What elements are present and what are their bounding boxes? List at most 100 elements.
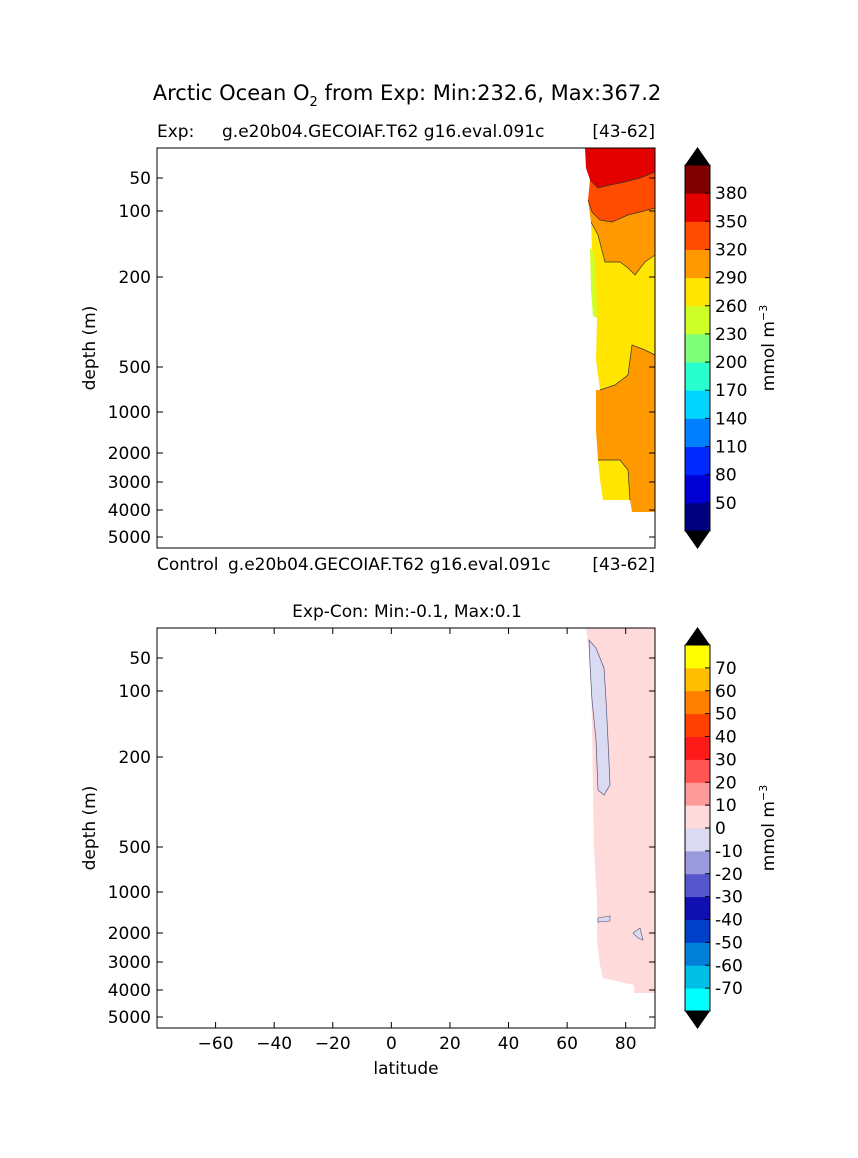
colorbar-tick-label: -30 xyxy=(715,888,743,908)
colorbar-tick-label: 50 xyxy=(715,494,737,514)
top-band-290-upper xyxy=(588,200,655,275)
bottom-y-axis-label: depth (m) xyxy=(80,786,100,871)
colorbar-segment xyxy=(685,850,710,875)
top-panel: Exp: g.e20b04.GECOIAF.T62 g16.eval.091c … xyxy=(80,122,779,549)
colorbar-segment xyxy=(685,418,710,448)
bottom-title: Exp-Con: Min:-0.1, Max:0.1 xyxy=(292,602,522,622)
colorbar-extend-low xyxy=(685,531,710,549)
colorbar-tick-label: -20 xyxy=(715,865,743,885)
colorbar-segment xyxy=(685,165,710,194)
colorbar-extend-low xyxy=(685,1011,710,1029)
bottom-y-axis: 50 100 200 500 1000 2000 3000 4000 5000 xyxy=(108,649,655,1028)
y-tick-label: 3000 xyxy=(108,953,151,973)
colorbar-segment xyxy=(685,919,710,943)
colorbar-tick-label: 20 xyxy=(715,773,737,793)
colorbar-segment xyxy=(685,362,710,391)
bottom-x-axis-label: latitude xyxy=(373,1059,438,1079)
top-plot-frame xyxy=(156,147,656,549)
top-band-350 xyxy=(585,148,655,188)
colorbar-tick-label: -50 xyxy=(715,933,743,953)
colorbar-tick-label: 110 xyxy=(715,438,747,458)
top-center-label: g.e20b04.GECOIAF.T62 g16.eval.091c xyxy=(222,122,544,142)
colorbar-tick-label: 0 xyxy=(715,819,726,839)
colorbar-segment xyxy=(685,193,710,222)
top-band-260 xyxy=(591,222,655,390)
y-tick-label: 100 xyxy=(119,202,151,222)
colorbar-tick-label: 140 xyxy=(715,409,747,429)
x-tick-label: 80 xyxy=(615,1034,637,1054)
colorbar-tick-label: 350 xyxy=(715,212,747,232)
top-y-axis-label: depth (m) xyxy=(80,306,100,391)
colorbar-segment xyxy=(685,645,710,669)
top-y-axis: 50 100 200 500 1000 2000 3000 4000 5000 xyxy=(108,169,655,548)
y-tick-label: 500 xyxy=(119,838,151,858)
bottom-right-label: [43-62] xyxy=(592,555,655,575)
colorbar-segment xyxy=(685,474,710,504)
bottom-left-label: Control xyxy=(157,555,218,575)
x-tick-label: 40 xyxy=(498,1034,520,1054)
colorbar-segment xyxy=(685,828,710,852)
x-tick-label: −60 xyxy=(198,1034,234,1054)
colorbar-segment xyxy=(685,942,710,966)
colorbar-extend-high xyxy=(685,147,710,165)
x-tick-label: 20 xyxy=(439,1034,461,1054)
colorbar-segment xyxy=(685,759,710,783)
bottom-x-axis: −60 −40 −20 0 20 40 60 80 xyxy=(198,628,637,1054)
colorbar-segment xyxy=(685,896,710,920)
colorbar-segment xyxy=(685,502,710,532)
bottom-contour-field xyxy=(586,628,655,993)
colorbar-segment xyxy=(685,988,710,1012)
x-tick-label: −20 xyxy=(315,1034,351,1054)
x-tick-label: −40 xyxy=(256,1034,292,1054)
y-tick-label: 2000 xyxy=(108,924,151,944)
colorbar-segment xyxy=(685,277,710,307)
colorbar-segment xyxy=(685,667,710,692)
colorbar-tick-label: 50 xyxy=(715,705,737,725)
colorbar-segment xyxy=(685,782,710,806)
colorbar-segment xyxy=(685,690,710,715)
bottom-negative-patch-2 xyxy=(632,927,644,941)
y-tick-label: 500 xyxy=(119,358,151,378)
x-tick-label: 60 xyxy=(556,1034,578,1054)
colorbar-segment xyxy=(685,873,710,898)
colorbar-segment xyxy=(685,221,710,250)
y-tick-label: 200 xyxy=(119,748,151,768)
colorbar-segment xyxy=(685,305,710,335)
top-band-230 xyxy=(590,248,597,318)
bottom-center-label: g.e20b04.GECOIAF.T62 g16.eval.091c xyxy=(228,555,550,575)
y-tick-label: 3000 xyxy=(108,473,151,493)
colorbar-tick-label: 320 xyxy=(715,240,747,260)
colorbar-tick-label: 60 xyxy=(715,682,737,702)
colorbar-tick-label: -10 xyxy=(715,842,743,862)
colorbar-segment xyxy=(685,446,710,476)
y-tick-label: 200 xyxy=(119,268,151,288)
y-tick-label: 2000 xyxy=(108,444,151,464)
colorbar-extend-high xyxy=(685,627,710,645)
y-tick-label: 1000 xyxy=(108,403,151,423)
colorbar-tick-label: 40 xyxy=(715,728,737,748)
colorbar-segment xyxy=(685,390,710,419)
colorbar-tick-label: 30 xyxy=(715,750,737,770)
colorbar-segment xyxy=(685,965,710,989)
colorbar-tick-label: -40 xyxy=(715,911,743,931)
top-left-label: Exp: xyxy=(157,122,194,142)
top-colorbar: 50 80 110 140 170 200 230 260 290 320 350 380 xyxy=(684,147,747,549)
top-right-label: [43-62] xyxy=(592,122,655,142)
top-band-320 xyxy=(588,172,655,222)
colorbar-tick-label: 200 xyxy=(715,353,747,373)
colorbar-tick-label: -60 xyxy=(715,956,743,976)
y-tick-label: 100 xyxy=(119,682,151,702)
colorbar-tick-label: 290 xyxy=(715,269,747,289)
colorbar-tick-label: 260 xyxy=(715,297,747,317)
top-contour-lines xyxy=(587,171,656,501)
colorbar-segment xyxy=(685,333,710,363)
top-band-260-lower xyxy=(598,460,630,500)
colorbar-segment xyxy=(685,249,710,279)
colorbar-segment xyxy=(685,736,710,760)
y-tick-label: 5000 xyxy=(108,528,151,548)
y-tick-label: 1000 xyxy=(108,883,151,903)
colorbar-tick-label: 10 xyxy=(715,796,737,816)
bottom-negative-patch-1 xyxy=(597,915,611,923)
